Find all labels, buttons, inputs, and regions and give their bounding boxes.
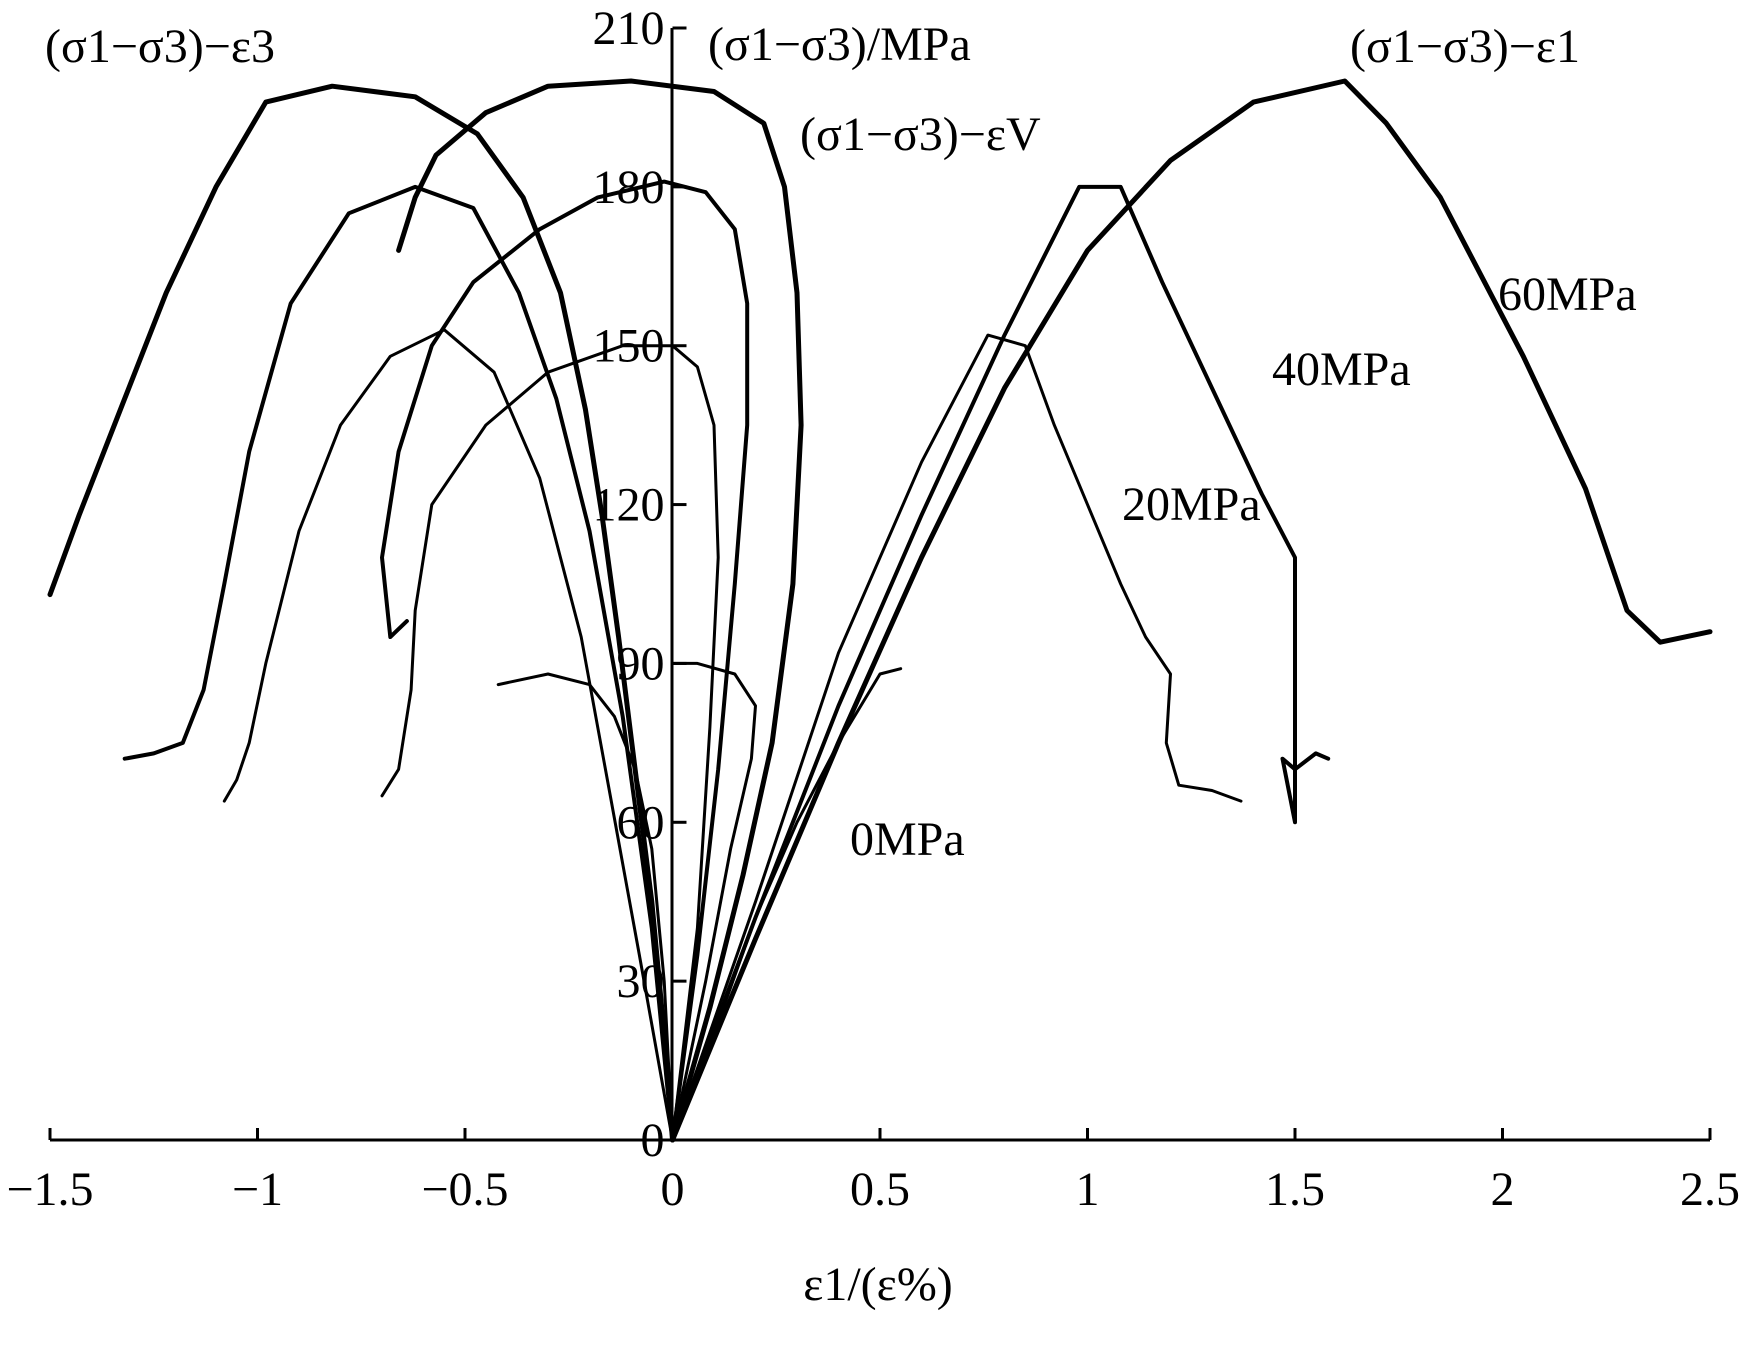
x-tick-label: 0.5 <box>850 1163 910 1216</box>
x-tick-label: −1 <box>232 1163 283 1216</box>
curve-label-60mpa: 60MPa <box>1498 268 1637 321</box>
curve-label-40mpa: 40MPa <box>1272 343 1411 396</box>
y-tick-label: 0 <box>641 1114 665 1167</box>
y-tick-label: 210 <box>593 2 665 55</box>
x-tick-label: −0.5 <box>421 1163 508 1216</box>
x-tick-label: 2.5 <box>1680 1163 1740 1216</box>
axes <box>50 28 1710 1142</box>
curve-0mpa-ev <box>671 661 757 1142</box>
label-e1: (σ1−σ3)−ε1 <box>1350 20 1580 73</box>
y-axis-label: (σ1−σ3)/MPa <box>708 18 971 71</box>
curve-20mpa-e3 <box>222 328 674 1142</box>
curve-60mpa-e3 <box>47 83 675 1143</box>
curve-20mpa-e1 <box>671 333 1243 1142</box>
curve-40mpa-ev <box>380 179 750 1142</box>
label-ev: (σ1−σ3)−εV <box>800 108 1041 161</box>
curve-20mpa-ev <box>380 344 720 1142</box>
ticks: −1.5 −1 −0.5 0 0.5 1 1.5 2 2.5030609012015018021… <box>6 2 1740 1216</box>
curve-label-0mpa: 0MPa <box>850 813 965 866</box>
x-tick-label: 2 <box>1491 1163 1515 1216</box>
x-tick-label: −1.5 <box>6 1163 93 1216</box>
curve-0mpa-e3 <box>496 672 674 1142</box>
curve-60mpa-ev <box>396 78 804 1143</box>
curve-0mpa-e1 <box>671 667 903 1142</box>
x-tick-label: 0 <box>661 1163 685 1216</box>
curve-40mpa-e1 <box>670 184 1331 1142</box>
curve-60mpa-e1 <box>670 78 1713 1143</box>
curves <box>47 78 1713 1143</box>
x-tick-label: 1.5 <box>1265 1163 1325 1216</box>
x-axis-label: ε1/(ε%) <box>803 1258 953 1311</box>
curve-label-20mpa: 20MPa <box>1122 478 1261 531</box>
x-tick-label: 1 <box>1076 1163 1100 1216</box>
curve-40mpa-e3 <box>122 184 675 1142</box>
label-e3: (σ1−σ3)−ε3 <box>45 20 275 73</box>
y-tick-label: 180 <box>593 161 665 214</box>
